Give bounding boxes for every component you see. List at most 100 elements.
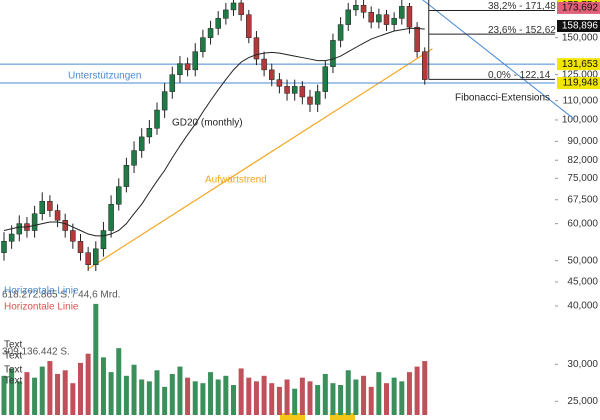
y-tick-label: 25,000 <box>567 396 598 407</box>
candle-body <box>169 74 176 92</box>
volume-bar <box>384 383 389 415</box>
y-tick-label: 67,500 <box>567 194 598 205</box>
volume-bar <box>100 357 106 415</box>
y-tick-label: 60,000 <box>567 218 598 229</box>
y-tick-label: 45,000 <box>567 277 598 288</box>
candle-body <box>146 127 153 138</box>
candle-body <box>200 37 206 52</box>
candle-body <box>314 91 321 105</box>
volume-bar <box>108 372 114 415</box>
volume-bar <box>85 353 91 415</box>
candle-body <box>93 248 99 265</box>
volume-bar <box>238 368 244 415</box>
volume-bar <box>284 379 290 415</box>
support-label: Unterstützungen <box>68 71 141 82</box>
volume-bar <box>253 381 259 415</box>
candle-body <box>376 14 382 23</box>
volume-bar <box>322 373 328 415</box>
annotation: Text <box>4 340 23 351</box>
candle-body <box>391 18 397 25</box>
candle-body <box>406 6 413 28</box>
candle-body <box>269 69 275 80</box>
volume-bar <box>70 383 76 415</box>
candle-body <box>337 24 344 41</box>
candle-body <box>54 210 61 221</box>
volume-bar <box>231 385 236 415</box>
candle-body <box>414 26 420 52</box>
annotation: Text <box>4 351 23 362</box>
marker-box <box>330 413 355 420</box>
candle-body <box>238 2 244 15</box>
volume-bar <box>192 381 198 415</box>
volume-bar <box>177 366 183 415</box>
volume-bar <box>39 366 45 415</box>
candle-body <box>138 136 145 151</box>
ma-label: GD20 (monthly) <box>172 118 243 129</box>
ma-line <box>3 27 425 237</box>
candle-body <box>215 18 221 29</box>
volume-bar <box>200 383 206 415</box>
volume-bar <box>223 375 229 415</box>
volume-bar <box>261 375 267 415</box>
candle-body <box>116 186 122 205</box>
price-marker <box>557 1 600 14</box>
candle-body <box>207 28 214 38</box>
volume-bar <box>399 381 405 415</box>
candle-body <box>307 96 313 105</box>
candle-body <box>108 204 114 231</box>
y-tick-label: 75,000 <box>567 173 598 184</box>
candle-body <box>422 51 428 80</box>
candle-body <box>291 86 298 94</box>
volume-bar <box>315 385 321 415</box>
fib-title: Fibonacci-Extensions <box>455 93 550 104</box>
volume-bar <box>299 377 305 415</box>
candle-body <box>330 40 336 67</box>
candle-body <box>123 164 130 187</box>
annotation: Horizontale Linie <box>4 302 79 313</box>
volume-bar <box>330 383 336 415</box>
trendline-label: Aufwärtstrend <box>205 175 267 186</box>
candle-body <box>161 91 168 111</box>
annotation: Horizontale Linie <box>4 286 79 297</box>
price-marker <box>557 58 600 71</box>
volume-bar <box>47 361 53 415</box>
marker-box <box>280 413 305 420</box>
volume-bar <box>276 386 282 415</box>
fib-label: 38,2% - 171,48 <box>488 1 556 12</box>
volume-bar <box>246 377 252 415</box>
volume-bar <box>345 370 351 415</box>
volume-bar <box>116 348 122 415</box>
y-tick-label: 90,000 <box>567 136 598 147</box>
volume-bar <box>376 372 382 415</box>
candle-body <box>8 233 15 242</box>
candle-body <box>39 200 45 214</box>
candle-body <box>284 86 290 94</box>
trendline <box>87 48 433 270</box>
candle-body <box>31 213 38 231</box>
volume-bar <box>292 388 298 415</box>
candle-body <box>360 4 367 13</box>
volume-bar <box>139 379 145 415</box>
y-tick-label: 50,000 <box>567 255 598 266</box>
volume-bar <box>1 375 7 415</box>
candle-body <box>47 200 53 211</box>
volume-bar <box>269 383 275 415</box>
y-tick-label: 100,000 <box>562 115 599 126</box>
fib-label: 0,0% - 122,14 <box>488 70 551 81</box>
volume-bar <box>361 375 367 415</box>
candle-body <box>100 230 107 250</box>
candle-body <box>261 58 267 71</box>
volume-bar <box>16 381 22 415</box>
candle-body <box>154 109 160 129</box>
price-marker-label: 158,896 <box>562 21 599 32</box>
candle-body <box>62 220 68 231</box>
volume-bar <box>93 303 99 415</box>
volume-bar <box>422 361 428 415</box>
price-marker-label: 173,692 <box>562 3 599 14</box>
candle-body <box>16 223 23 235</box>
y-tick-label: 150,000 <box>562 32 599 43</box>
volume-bar <box>55 373 61 415</box>
candle-body <box>322 66 329 92</box>
resistance-line <box>422 0 575 120</box>
